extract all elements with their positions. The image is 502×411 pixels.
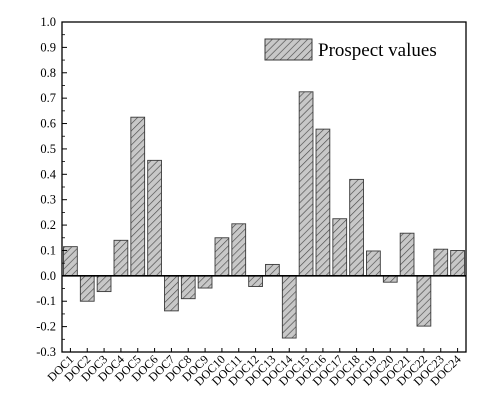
bar-doc1 bbox=[63, 246, 78, 277]
bars-group bbox=[63, 91, 465, 339]
y-tick-label: 0.4 bbox=[40, 167, 56, 181]
bar-doc20 bbox=[382, 275, 398, 283]
bar-doc3 bbox=[96, 275, 112, 293]
bar-doc10 bbox=[214, 237, 230, 277]
bar-doc21 bbox=[399, 232, 415, 277]
y-tick-label: -0.2 bbox=[36, 320, 56, 334]
bar-doc23 bbox=[433, 248, 449, 277]
y-tick-label: 0.0 bbox=[40, 269, 56, 283]
y-tick-label: -0.3 bbox=[36, 345, 56, 359]
legend-label: Prospect values bbox=[318, 40, 437, 61]
bar-doc6 bbox=[147, 159, 162, 277]
y-tick-label: 1.0 bbox=[40, 15, 56, 29]
y-tick-label: 0.5 bbox=[40, 142, 56, 156]
bar-doc5 bbox=[130, 116, 146, 277]
bar-doc7 bbox=[164, 275, 179, 312]
bar-doc17 bbox=[332, 218, 348, 277]
bar-doc12 bbox=[248, 275, 263, 287]
plot-frame bbox=[61, 21, 467, 353]
legend: Prospect values bbox=[264, 38, 437, 61]
bar-doc24 bbox=[450, 250, 465, 277]
bar-doc9 bbox=[197, 275, 213, 289]
bar-doc11 bbox=[231, 223, 247, 277]
bar-doc2 bbox=[79, 275, 95, 302]
bar-doc8 bbox=[180, 275, 196, 300]
legend-swatch bbox=[264, 38, 313, 61]
y-tick-label: 0.7 bbox=[40, 91, 56, 105]
bar-doc16 bbox=[315, 128, 331, 277]
y-tick-label: 0.9 bbox=[40, 40, 56, 54]
x-axis: DOC1DOC2DOC3DOC4DOC5DOC6DOC7DOC8DOC9DOC1… bbox=[44, 348, 464, 389]
y-tick-label: 0.2 bbox=[40, 218, 56, 232]
y-tick-label: 0.6 bbox=[40, 117, 56, 131]
bar-doc14 bbox=[281, 275, 297, 339]
y-tick-label: 0.8 bbox=[40, 66, 56, 80]
y-axis: -0.3 -0.2 -0.1 0.0 0.1 0.2 0.3 0.4 0.5 0.6 0.7 0.8 0… bbox=[36, 15, 67, 359]
bar-doc18 bbox=[349, 178, 364, 277]
bar-doc4 bbox=[113, 239, 129, 277]
bar-doc13 bbox=[265, 263, 280, 277]
y-tick-label: 0.3 bbox=[40, 193, 56, 207]
y-tick-label: 0.1 bbox=[40, 243, 56, 257]
bar-doc15 bbox=[298, 91, 314, 277]
bar-doc22 bbox=[416, 275, 432, 327]
bar-doc19 bbox=[366, 250, 381, 277]
y-tick-label: -0.1 bbox=[36, 294, 56, 308]
